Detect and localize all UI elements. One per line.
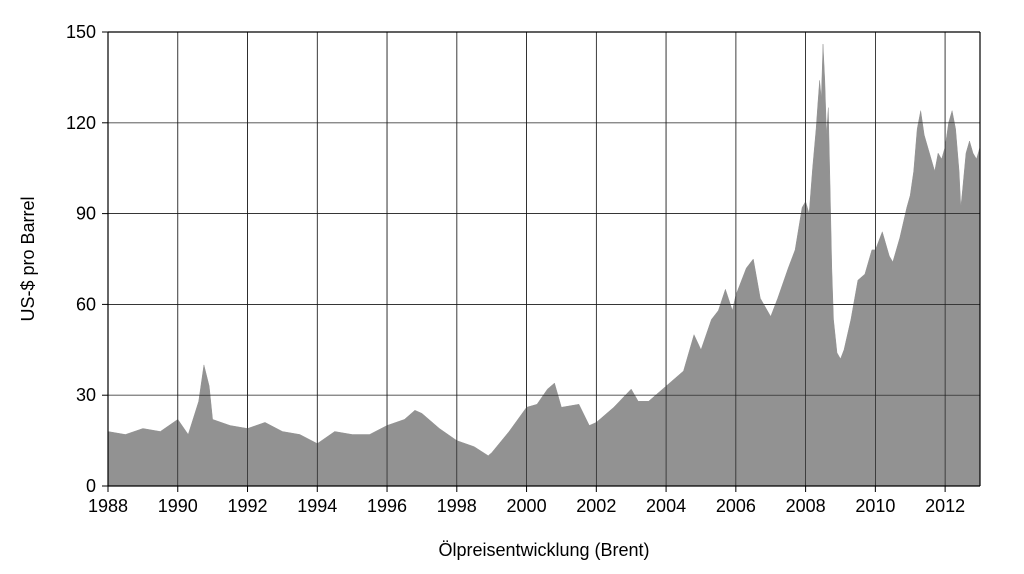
x-tick-label: 2000	[507, 496, 547, 516]
x-tick-label: 2004	[646, 496, 686, 516]
x-tick-label: 2012	[925, 496, 965, 516]
x-tick-label: 1994	[297, 496, 337, 516]
y-tick-label: 120	[66, 113, 96, 133]
chart-title: Ölpreisentwicklung (Brent)	[438, 540, 649, 560]
y-tick-label: 90	[76, 204, 96, 224]
y-tick-label: 150	[66, 22, 96, 42]
area-chart-svg: 1988 1990 1992 1994 1996 1998 2000 2002 2004 2006…	[0, 0, 1024, 574]
y-tick-label: 60	[76, 294, 96, 314]
y-tick-label: 30	[76, 385, 96, 405]
y-tick-label: 0	[86, 476, 96, 496]
y-axis-label: US-$ pro Barrel	[18, 196, 38, 321]
x-tick-label: 1990	[158, 496, 198, 516]
x-tick-label: 2008	[786, 496, 826, 516]
x-tick-label: 2002	[576, 496, 616, 516]
x-tick-label: 1992	[227, 496, 267, 516]
x-tick-label: 2006	[716, 496, 756, 516]
x-tick-label: 1998	[437, 496, 477, 516]
x-tick-label: 2010	[855, 496, 895, 516]
x-tick-label: 1996	[367, 496, 407, 516]
x-tick-label: 1988	[88, 496, 128, 516]
chart-container: 1988 1990 1992 1994 1996 1998 2000 2002 2004 2006…	[0, 0, 1024, 574]
